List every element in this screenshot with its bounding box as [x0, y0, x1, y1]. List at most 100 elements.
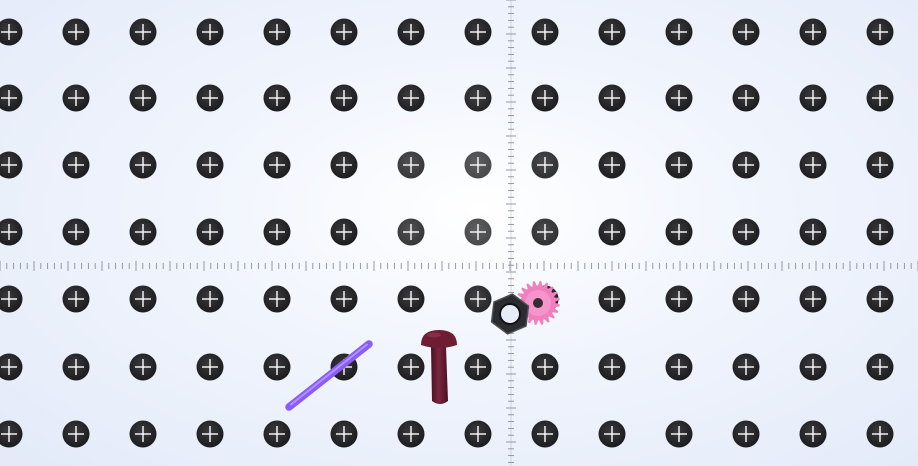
- peg-hole: [263, 151, 291, 179]
- peg-hole: [598, 84, 626, 112]
- peg-hole: [196, 18, 224, 46]
- peg-hole: [62, 18, 90, 46]
- peg-hole: [62, 218, 90, 246]
- peg-hole: [866, 151, 894, 179]
- peg-hole: [799, 353, 827, 381]
- peg-hole: [0, 353, 23, 381]
- peg-hole: [732, 353, 760, 381]
- peg-hole: [196, 285, 224, 313]
- peg-hole: [397, 18, 425, 46]
- peg-hole: [732, 285, 760, 313]
- peg-hole: [330, 84, 358, 112]
- peg-hole: [0, 151, 23, 179]
- peg-hole: [464, 84, 492, 112]
- peg-hole: [866, 420, 894, 448]
- peg-hole: [397, 151, 425, 179]
- peg-hole: [129, 353, 157, 381]
- peg-hole: [196, 151, 224, 179]
- peg-hole: [0, 84, 23, 112]
- peg-hole: [330, 420, 358, 448]
- peg-hole: [598, 420, 626, 448]
- peg-hole: [62, 84, 90, 112]
- peg-hole: [330, 151, 358, 179]
- peg-hole: [799, 218, 827, 246]
- peg-hole: [866, 18, 894, 46]
- peg-hole: [397, 353, 425, 381]
- peg-hole: [263, 285, 291, 313]
- peg-hole: [129, 218, 157, 246]
- peg-hole: [531, 353, 559, 381]
- peg-hole: [732, 18, 760, 46]
- peg-hole: [129, 285, 157, 313]
- peg-hole: [196, 353, 224, 381]
- peg-hole: [129, 151, 157, 179]
- peg-hole: [464, 420, 492, 448]
- peg-hole: [464, 151, 492, 179]
- peg-hole: [799, 18, 827, 46]
- peg-hole: [196, 84, 224, 112]
- peg-hole: [799, 285, 827, 313]
- peg-hole: [598, 218, 626, 246]
- peg-hole: [665, 218, 693, 246]
- peg-hole: [397, 420, 425, 448]
- peg-hole: [62, 420, 90, 448]
- peg-hole: [665, 420, 693, 448]
- peg-hole: [531, 218, 559, 246]
- peg-hole: [531, 18, 559, 46]
- peg-hole: [464, 285, 492, 313]
- peg-hole: [531, 420, 559, 448]
- peg-hole: [330, 285, 358, 313]
- peg-hole: [62, 353, 90, 381]
- peg-hole: [129, 84, 157, 112]
- peg-hole: [263, 84, 291, 112]
- peg-hole: [866, 285, 894, 313]
- peg-hole: [598, 285, 626, 313]
- peg-hole: [129, 420, 157, 448]
- peg-hole: [665, 18, 693, 46]
- peg-hole: [464, 218, 492, 246]
- peg-hole: [598, 151, 626, 179]
- peg-hole: [0, 218, 23, 246]
- peg-hole: [732, 420, 760, 448]
- peg-hole: [665, 151, 693, 179]
- peg-hole: [531, 84, 559, 112]
- peg-hole: [598, 353, 626, 381]
- peg-hole: [263, 18, 291, 46]
- peg-hole: [799, 151, 827, 179]
- peg-hole: [397, 218, 425, 246]
- objects-layer: [285, 281, 560, 411]
- peg-hole: [62, 285, 90, 313]
- hex-nut[interactable]: [490, 293, 530, 335]
- peg-hole: [732, 151, 760, 179]
- peg-hole: [598, 18, 626, 46]
- peg-hole: [62, 151, 90, 179]
- peg-hole: [665, 84, 693, 112]
- peg-hole: [129, 18, 157, 46]
- purple-rod[interactable]: [285, 340, 373, 411]
- peg-hole: [799, 84, 827, 112]
- peg-hole: [330, 218, 358, 246]
- peg-hole: [263, 218, 291, 246]
- peg-hole: [799, 420, 827, 448]
- peg-hole: [665, 285, 693, 313]
- peg-hole: [464, 18, 492, 46]
- pegboard: [0, 18, 894, 448]
- peg-hole: [0, 18, 23, 46]
- peg-hole: [732, 84, 760, 112]
- peg-hole: [531, 151, 559, 179]
- peg-hole: [397, 285, 425, 313]
- peg-hole: [866, 353, 894, 381]
- peg-hole: [866, 84, 894, 112]
- peg-hole: [866, 218, 894, 246]
- peg-hole: [0, 420, 23, 448]
- peg-hole: [397, 84, 425, 112]
- peg-hole: [665, 353, 693, 381]
- maroon-rivet[interactable]: [421, 330, 457, 404]
- peg-hole: [263, 353, 291, 381]
- peg-hole: [464, 353, 492, 381]
- peg-hole: [0, 285, 23, 313]
- peg-hole: [732, 218, 760, 246]
